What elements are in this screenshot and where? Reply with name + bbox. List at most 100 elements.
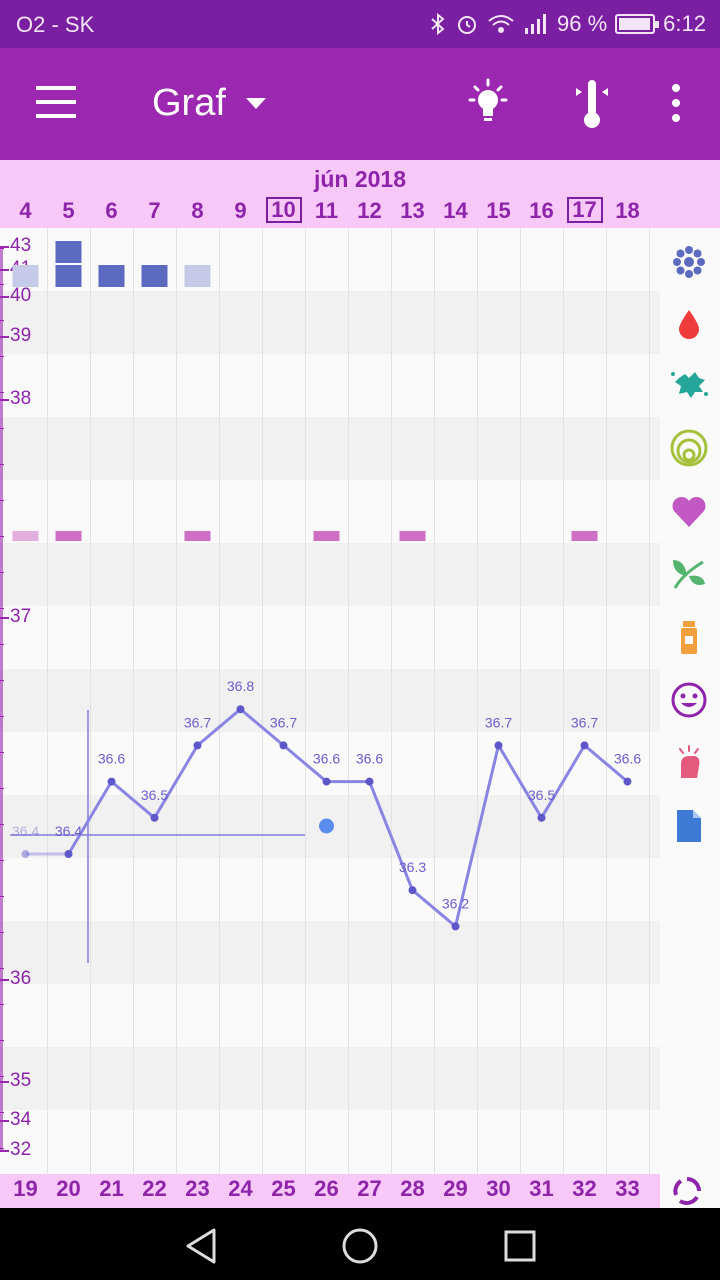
menu-icon[interactable] — [36, 86, 76, 122]
page-title[interactable]: Graf — [152, 82, 226, 124]
app-bar: Graf — [0, 48, 720, 160]
temperature-point — [537, 813, 546, 822]
y-tick-label: 40 — [10, 285, 32, 306]
menstruation-block — [55, 265, 82, 287]
menstruation-block — [98, 265, 125, 287]
date-day[interactable]: 10 — [265, 197, 302, 223]
temperature-chart[interactable]: 43414039383736353432 36.436.436.636.536.… — [0, 228, 720, 1174]
temperature-point — [580, 741, 589, 750]
temperature-label: 36.6 — [313, 751, 340, 767]
cycle-day: 24 — [228, 1176, 253, 1201]
cycle-icon-cell — [660, 1174, 720, 1208]
temperature-point — [64, 850, 73, 858]
smiley-icon[interactable] — [669, 680, 709, 720]
hand-icon[interactable] — [669, 742, 709, 782]
date-day[interactable]: 7 — [148, 198, 161, 223]
navigation-bar — [0, 1208, 720, 1280]
drop-icon[interactable] — [669, 304, 709, 344]
cervix-icon[interactable] — [669, 428, 709, 468]
note-icon[interactable] — [669, 806, 709, 846]
thermometer-icon[interactable] — [574, 78, 610, 130]
lightbulb-icon[interactable] — [466, 78, 510, 126]
temperature-label: 36.2 — [442, 895, 469, 911]
intercourse-mark — [55, 531, 82, 541]
status-icons: 96 % 6:12 — [429, 11, 706, 37]
temperature-point — [451, 922, 460, 931]
temperature-label: 36.7 — [485, 714, 512, 730]
battery-percent: 96 % — [557, 11, 608, 36]
date-day[interactable]: 15 — [486, 198, 511, 223]
date-day[interactable]: 11 — [314, 198, 339, 223]
back-icon[interactable] — [182, 1226, 222, 1266]
temperature-line — [67, 707, 629, 928]
cycle-day: 19 — [13, 1176, 38, 1201]
clock: 6:12 — [663, 11, 706, 36]
temperature-point — [107, 777, 116, 786]
date-day[interactable]: 18 — [615, 198, 640, 223]
temperature-point — [21, 850, 30, 858]
temperature-label: 36.6 — [356, 751, 383, 767]
temperature-point — [322, 777, 331, 786]
intercourse-mark — [184, 531, 211, 541]
y-tick-label: 37 — [10, 606, 32, 627]
cycle-day: 31 — [529, 1176, 554, 1201]
cycle-day: 27 — [357, 1176, 382, 1201]
cycle-day: 21 — [99, 1176, 124, 1201]
chart-plot[interactable]: 36.4 36.4 36.6 36.5 36.7 36.8 36.7 36.6 36.6 36.3… — [0, 228, 660, 1174]
temperature-point — [365, 777, 374, 786]
y-tick-label: 35 — [10, 1070, 32, 1091]
date-day[interactable]: 6 — [105, 198, 118, 223]
cycle-day: 25 — [271, 1176, 296, 1201]
cycle-day: 28 — [400, 1176, 425, 1201]
temperature-label: 36.4 — [55, 823, 82, 839]
leaf-icon[interactable] — [669, 554, 709, 594]
flower-icon[interactable] — [669, 242, 709, 282]
splash-icon[interactable] — [669, 364, 709, 404]
temperature-label: 36.8 — [227, 678, 254, 694]
cycle-day-row: 19 20 21 22 23 24 25 26 27 28 29 30 31 32 33 — [0, 1174, 660, 1208]
date-day[interactable]: 12 — [357, 198, 382, 223]
y-tick-label: 32 — [10, 1139, 32, 1160]
date-header: jún 2018 4 5 6 7 8 9 10 11 12 13 14 15 16 17 18 — [0, 160, 720, 228]
temperature-point — [408, 886, 417, 895]
temperature-label: 36.7 — [184, 714, 211, 730]
date-day[interactable]: 9 — [234, 198, 247, 223]
intercourse-mark — [313, 531, 340, 541]
dropdown-icon[interactable] — [246, 98, 266, 109]
recents-icon[interactable] — [500, 1226, 540, 1266]
cycle-day: 33 — [615, 1176, 640, 1201]
temperature-label: 36.3 — [399, 859, 426, 875]
y-tick-label: 36 — [10, 968, 32, 989]
y-tick-label: 38 — [10, 388, 32, 409]
pill-bottle-icon[interactable] — [669, 618, 709, 658]
menstruation-block — [12, 265, 39, 287]
battery-icon — [615, 14, 660, 34]
heart-icon[interactable] — [669, 492, 709, 532]
date-day[interactable]: 14 — [443, 198, 468, 223]
intercourse-mark — [571, 531, 598, 541]
intercourse-mark — [12, 531, 39, 541]
date-day[interactable]: 17 — [566, 197, 603, 223]
menstruation-block — [141, 265, 168, 287]
y-tick-label: 34 — [10, 1109, 32, 1130]
cycle-day: 30 — [486, 1176, 511, 1201]
temperature-point — [150, 813, 159, 822]
cycle-day: 23 — [185, 1176, 210, 1201]
temperature-point — [279, 741, 288, 750]
temperature-label: 36.7 — [270, 714, 297, 730]
temperature-point — [193, 741, 202, 750]
date-day[interactable]: 4 — [19, 198, 32, 223]
status-bar: O2 - SK 96 % 6:12 — [0, 0, 720, 48]
date-day[interactable]: 5 — [62, 198, 75, 223]
cycle-icon[interactable] — [672, 1176, 702, 1206]
cycle-day: 29 — [443, 1176, 468, 1201]
alarm-icon — [458, 16, 477, 34]
date-day[interactable]: 16 — [529, 198, 554, 223]
month-label: jún 2018 — [313, 166, 407, 192]
home-icon[interactable] — [340, 1226, 380, 1266]
cycle-day: 22 — [142, 1176, 167, 1201]
date-day[interactable]: 13 — [400, 198, 425, 223]
date-day[interactable]: 8 — [191, 198, 204, 223]
cycle-day: 32 — [572, 1176, 597, 1201]
overflow-icon[interactable] — [668, 84, 684, 124]
